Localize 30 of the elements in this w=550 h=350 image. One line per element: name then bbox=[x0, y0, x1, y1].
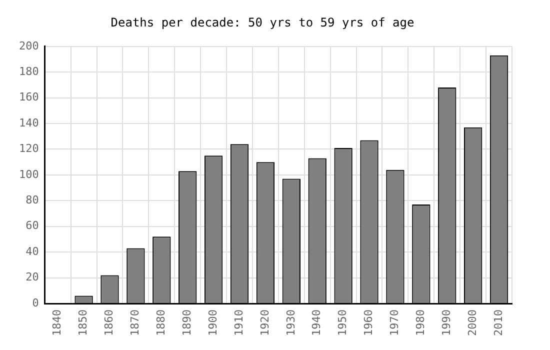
x-tick-label: 1970 bbox=[388, 310, 402, 336]
y-tick-label: 80 bbox=[26, 194, 39, 207]
x-tick-label: 1880 bbox=[154, 310, 168, 336]
y-tick-label: 20 bbox=[26, 270, 39, 284]
x-tick-label: 1910 bbox=[232, 310, 246, 336]
y-tick-label: 60 bbox=[26, 219, 39, 232]
chart-title: Deaths per decade: 50 yrs to 59 yrs of age bbox=[110, 15, 414, 30]
x-tick-label: 1850 bbox=[76, 310, 90, 336]
y-tick-label: 180 bbox=[18, 64, 39, 78]
x-tick-label: 1950 bbox=[336, 310, 350, 336]
x-tick-label: 1940 bbox=[310, 310, 324, 336]
y-tick-label: 140 bbox=[18, 116, 39, 130]
x-tick-label: 1890 bbox=[180, 310, 194, 336]
x-tick-label: 2000 bbox=[466, 310, 479, 336]
x-tick-label: 1960 bbox=[362, 310, 376, 336]
x-tick-label: 1920 bbox=[258, 310, 272, 336]
x-tick-label: 1870 bbox=[128, 310, 142, 336]
x-tick-label: 2010 bbox=[492, 310, 505, 336]
x-tick-label: 1840 bbox=[50, 310, 64, 336]
y-tick-label: 160 bbox=[18, 90, 39, 104]
y-tick-label: 200 bbox=[18, 39, 39, 52]
x-tick-label: 1980 bbox=[414, 310, 428, 336]
y-tick-label: 40 bbox=[26, 244, 39, 258]
x-tick-label: 1990 bbox=[440, 310, 453, 336]
y-tick-label: 100 bbox=[18, 168, 39, 181]
x-tick-label: 1930 bbox=[284, 310, 298, 336]
x-tick-label: 1860 bbox=[102, 310, 116, 336]
y-tick-label: 0 bbox=[32, 296, 39, 310]
y-tick-label: 120 bbox=[18, 142, 39, 156]
x-tick-label: 1900 bbox=[206, 310, 220, 336]
